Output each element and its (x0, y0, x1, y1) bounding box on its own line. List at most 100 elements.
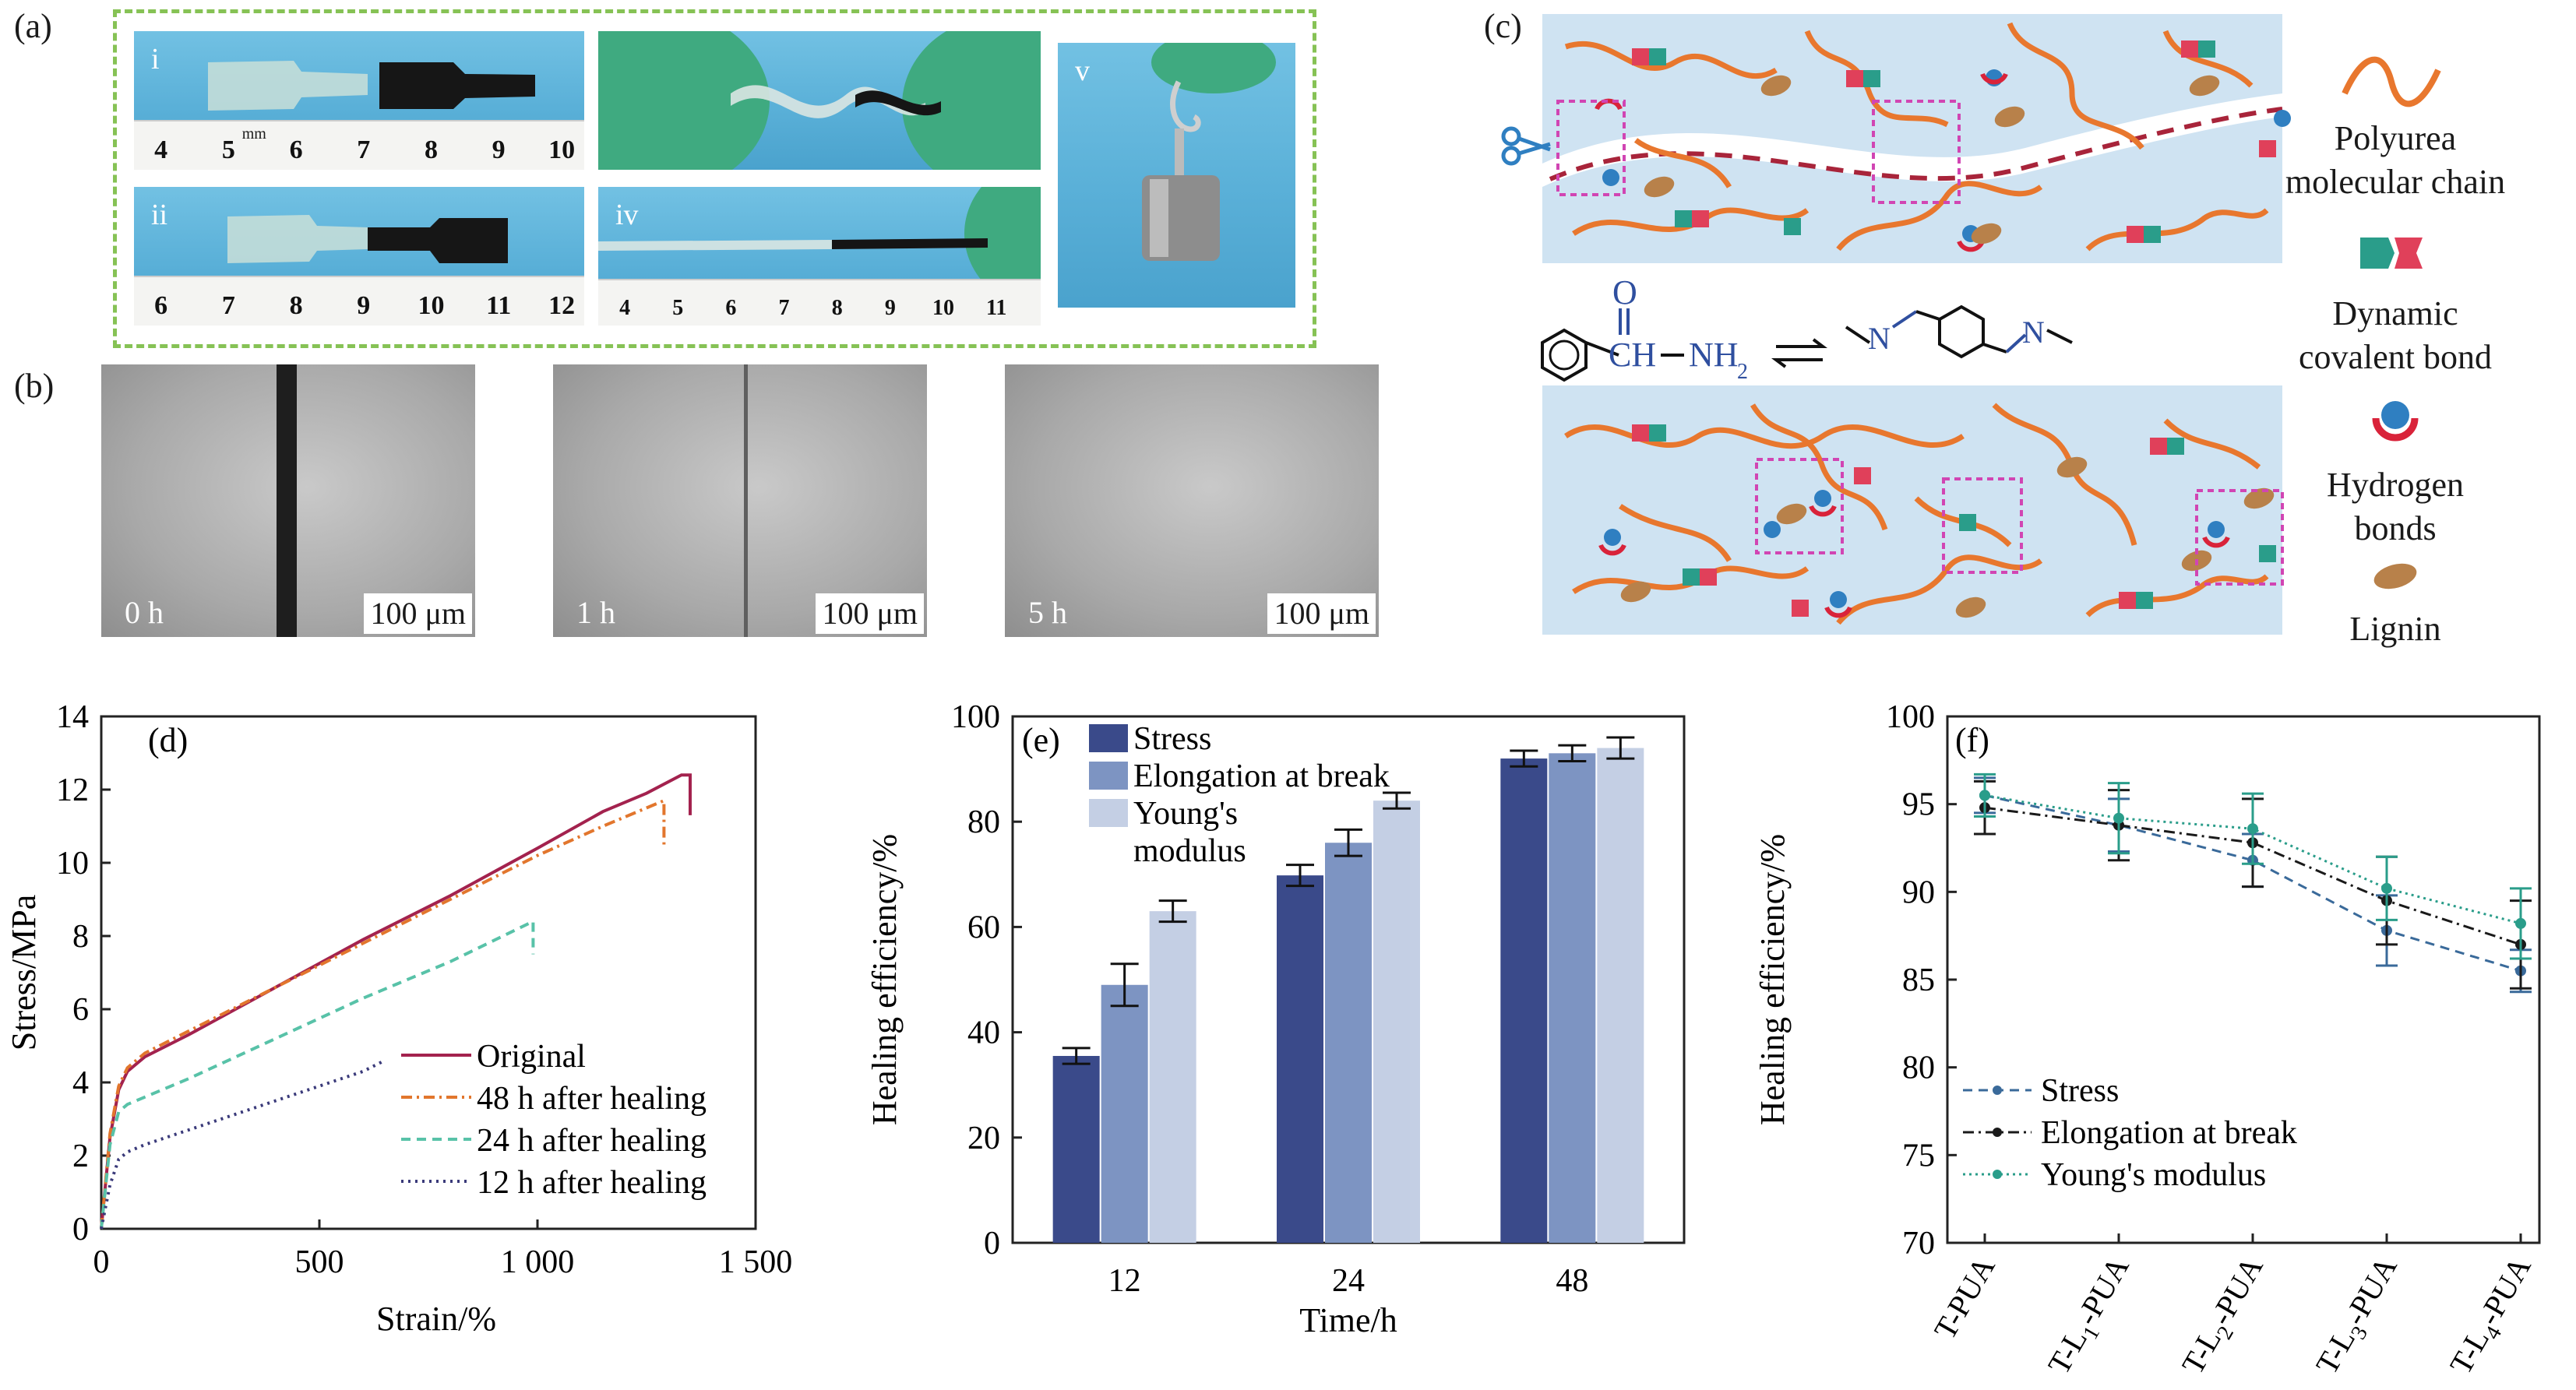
hanging-weight-icon (1142, 43, 1276, 261)
bar (1101, 984, 1148, 1243)
ruler-iv-num: 7 (778, 296, 790, 320)
series-line (100, 919, 535, 1230)
dumbbell-specimens-icon (208, 61, 535, 111)
ruler-i-num: 5 (221, 135, 235, 164)
scissors-icon (1501, 126, 1551, 166)
panel-label-d: (d) (148, 721, 188, 759)
bar (1597, 748, 1644, 1243)
legend-swatch (1089, 799, 1128, 827)
chemical-equation: O CH NH 2 N N (1541, 273, 2073, 384)
data-point (2515, 917, 2526, 929)
series-line (100, 1059, 386, 1230)
photo-iii: iii (598, 31, 1041, 170)
y-tick-label: 60 (967, 910, 1000, 945)
data-point (2113, 812, 2124, 824)
panel-a-border (113, 9, 1316, 348)
ruler-iv-num: 6 (725, 296, 737, 320)
bar (1500, 758, 1548, 1243)
y-tick-label: 0 (72, 1212, 89, 1247)
ruler-iv: 4 5 6 7 8 9 10 11 (598, 279, 1041, 326)
photo-v-label: v (1075, 55, 1090, 87)
group-nh2: NH (1689, 336, 1739, 374)
atom-n1: N (1868, 321, 1891, 356)
legend-label: Stress (2041, 1073, 2119, 1109)
panel-label-c: (c) (1484, 7, 1522, 45)
crack-line (744, 364, 748, 637)
dynamic-bonds-top (1632, 40, 2276, 243)
bar (1373, 801, 1420, 1243)
chart-d-xlabel: Strain/% (376, 1300, 496, 1338)
legend-label: Young's (1133, 796, 1238, 832)
y-tick-label: 4 (72, 1065, 89, 1101)
twisting-specimen-icon (598, 31, 1041, 170)
y-tick-label: 10 (56, 846, 89, 882)
chart-d-ylabel: Stress/MPa (5, 895, 43, 1050)
crack-gap (277, 364, 297, 637)
photo-iv: iv 4 5 6 7 8 9 10 11 (598, 187, 1041, 326)
atom-n2: N (2022, 315, 2045, 350)
panel-label-a: (a) (14, 7, 52, 45)
series-line (100, 773, 692, 1230)
ruler-ii-num: 7 (221, 291, 235, 320)
ruler-iv-num: 5 (672, 296, 684, 320)
subscript-2: 2 (1737, 360, 1748, 384)
legend-swatch (1089, 762, 1128, 790)
ruler-ii-num: 6 (154, 291, 168, 320)
ruler-ii-num: 10 (418, 291, 445, 320)
photo-v: v (1058, 43, 1295, 308)
x-tick-label: 12 (1108, 1263, 1141, 1299)
legend-marker (1993, 1128, 2002, 1137)
chart-f: (f) 70 75 80 85 90 95 100 T-PUA T-L1-PUA T-L2-PUA… (1753, 699, 2541, 1383)
y-tick-label: 95 (1902, 787, 1935, 823)
y-tick-label: 2 (72, 1138, 89, 1174)
ruler-iv-num: 10 (932, 296, 955, 320)
legend-text: molecular chain (2285, 163, 2506, 201)
y-tick-label: 100 (1886, 699, 1935, 735)
legend-label: Stress (1133, 721, 1211, 757)
series-line (1984, 794, 2521, 925)
chart-d: (d) 0 500 1 000 1 500 0 2 4 6 8 10 12 14 Original 48… (5, 699, 793, 1338)
ruler-i-num: 10 (548, 135, 576, 164)
legend-label: 24 h after healing (477, 1123, 707, 1159)
y-tick-label: 80 (1902, 1050, 1935, 1086)
legend-text: Dynamic (2332, 294, 2458, 333)
data-point (2381, 882, 2392, 894)
x-tick-label: T-L1-PUA (2041, 1251, 2141, 1383)
legend-label: 48 h after healing (477, 1081, 707, 1117)
y-tick-label: 75 (1902, 1138, 1935, 1174)
chart-f-ylabel: Healing efficiency/% (1753, 834, 1792, 1125)
polyurea-chain-legend-icon (2342, 56, 2441, 107)
legend-label: 12 h after healing (477, 1165, 707, 1201)
panel-label-b: (b) (14, 367, 55, 405)
ruler-ii-num: 9 (357, 291, 371, 320)
x-tick-label: T-PUA (1927, 1251, 2002, 1345)
ruler-ii-num: 8 (289, 291, 303, 320)
ruler-i-num: 4 (154, 135, 168, 164)
scale-bar-label: 100 μm (816, 593, 924, 634)
healing-mechanism-diagram: O CH NH 2 N N (1501, 14, 2291, 635)
y-tick-label: 14 (56, 699, 89, 735)
ruler-iv-num: 9 (884, 296, 896, 320)
micrograph-0h: 0 h 100 μm (101, 364, 475, 637)
highlight-boxes-top (1556, 100, 1961, 204)
x-tick-label: 1 500 (719, 1244, 793, 1280)
legend-marker (1993, 1086, 2002, 1095)
lignin-top (1644, 75, 2220, 245)
micrograph-time: 1 h (576, 595, 615, 630)
bar (1149, 911, 1196, 1243)
ruler-iv-num: 4 (619, 296, 631, 320)
legend-label: Original (477, 1039, 586, 1075)
legend-lignin: Lignin (2349, 610, 2441, 648)
y-tick-label: 6 (72, 992, 89, 1028)
legend-text: bonds (2354, 509, 2437, 547)
panel-label-f: (f) (1955, 721, 1989, 759)
y-tick-label: 8 (72, 919, 89, 955)
ruler-i-num: 9 (492, 135, 506, 164)
data-point (1979, 790, 1990, 801)
x-tick-label: 500 (295, 1244, 344, 1280)
photo-ii-label: ii (151, 199, 168, 231)
legend-text: Hydrogen (2327, 466, 2464, 504)
ruler-ii: 6 7 8 9 10 11 12 (134, 276, 584, 326)
bar (1277, 875, 1323, 1243)
y-tick-label: 12 (56, 772, 89, 808)
